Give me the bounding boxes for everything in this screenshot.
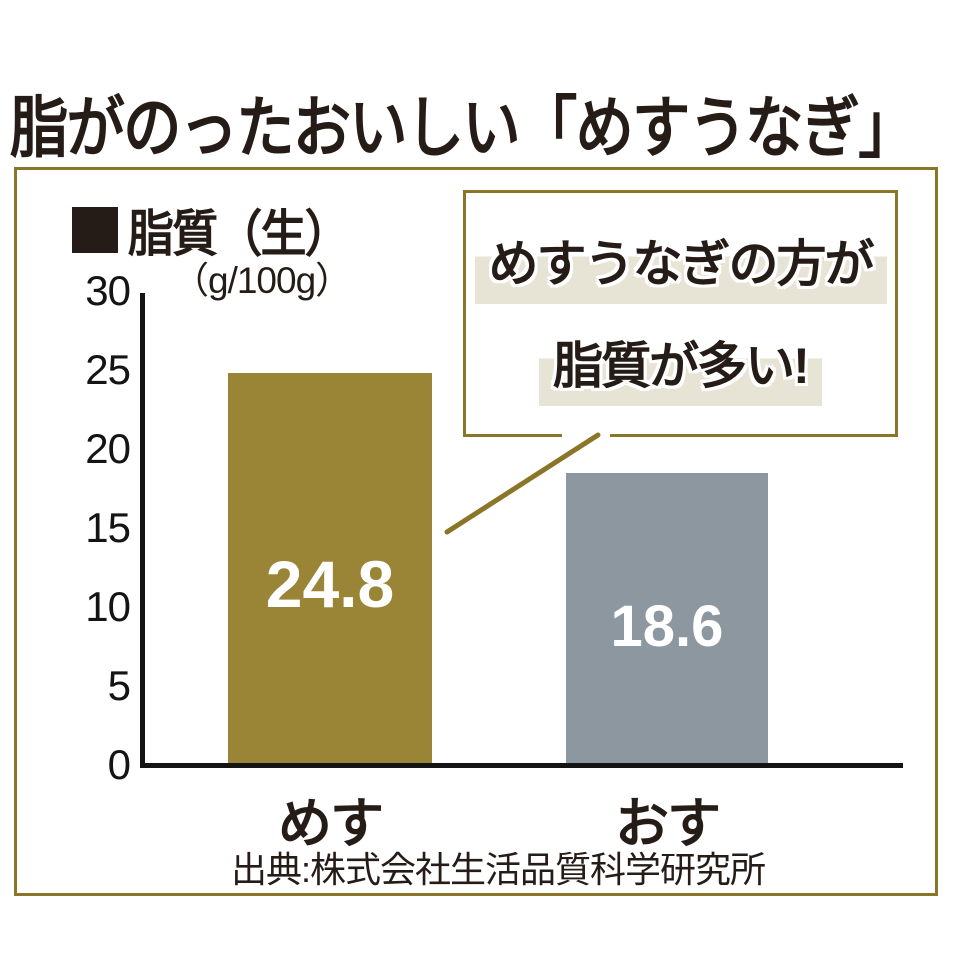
y-tick-0: 0 — [107, 741, 131, 788]
callout-line-1: めすうなぎの方が — [474, 221, 887, 304]
page-title: 脂がのったおいしい「めすうなぎ」 — [10, 91, 917, 166]
axis-unit-label: （g/100g） — [172, 260, 352, 301]
bar-value-mesu: 24.8 — [265, 547, 395, 621]
y-axis-line — [140, 293, 145, 765]
y-tick-25: 25 — [85, 346, 131, 393]
source-citation: 出典:株式会社生活品質科学研究所 — [230, 849, 766, 890]
y-tick-30: 30 — [85, 267, 131, 314]
legend-square-icon — [72, 207, 118, 253]
callout-line-2: 脂質が多い! — [539, 323, 822, 406]
x-category-mesu: めす — [278, 794, 384, 854]
annotation-callout: めすうなぎの方が 脂質が多い! — [463, 190, 898, 437]
bar-osu: 18.6 — [566, 473, 768, 763]
y-tick-15: 15 — [85, 504, 131, 551]
bar-mesu: 24.8 — [228, 373, 432, 763]
x-category-osu: おす — [615, 794, 721, 854]
callout-tail-stroke — [444, 432, 601, 535]
x-axis-line — [140, 763, 903, 768]
bar-value-osu: 18.6 — [610, 593, 724, 659]
legend-label: 脂質（生） — [128, 206, 351, 262]
y-tick-10: 10 — [85, 583, 131, 630]
callout-tail-gap — [562, 433, 610, 442]
y-tick-5: 5 — [107, 662, 131, 709]
y-tick-20: 20 — [85, 425, 131, 472]
chart-legend: 脂質（生） — [72, 194, 368, 266]
callout-tail-line — [444, 432, 601, 535]
